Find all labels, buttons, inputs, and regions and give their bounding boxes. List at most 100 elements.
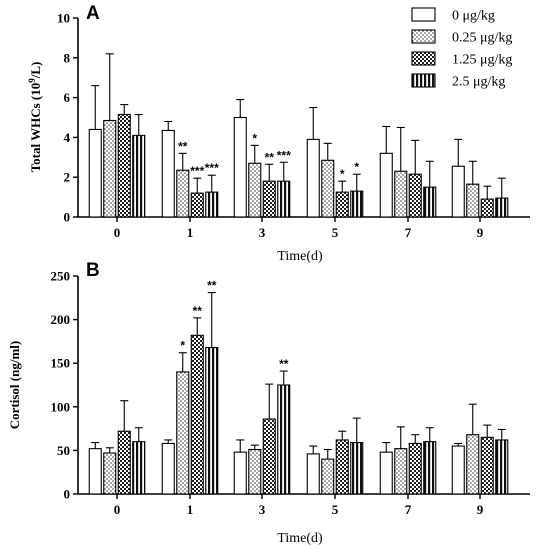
x-ticks-b: 0 1 3 5 7 9 [114,494,484,517]
bar-b-s0-c3 [306,453,320,495]
x-tick-label-b-3: 5 [332,502,339,517]
bar-group-b-s2-c1: ** [190,304,204,495]
bar-b-s2-c4 [408,442,422,495]
bar-b-s2-c3 [335,439,349,495]
bar-a-s1-c0 [103,119,117,218]
significance-a-s1-c1: ** [178,139,188,153]
bar-a-s1-c3 [321,159,335,218]
x-tick-label-a-3: 5 [332,225,339,240]
bar-group-a-s2-c2: ** [262,150,276,218]
bar-a-s2-c1 [190,192,204,218]
y-tick-label-a-5: 10 [57,11,70,26]
bar-group-a-s3-c0 [132,113,146,218]
y-axis-title-a-sup: 9 [27,78,37,83]
bar-a-s0-c4 [379,152,393,218]
y-tick-label-b-5: 250 [51,269,71,284]
bar-group-a-s0-c2 [233,99,247,218]
bar-group-b-s0-c1 [161,439,175,495]
y-tick-label-a-1: 2 [64,170,71,185]
significance-b-s2-c1: ** [193,304,203,318]
bar-group-a-s2-c5 [480,185,494,218]
bar-group-b-s0-c5 [451,442,465,495]
bar-a-s3-c5 [495,197,509,218]
bar-a-s1-c4 [394,170,408,218]
bars-a: **************** [88,53,509,218]
y-tick-label-b-2: 100 [51,399,71,414]
panel-label-a: A [86,3,100,24]
bar-a-s2-c3 [335,191,349,218]
bar-group-b-s0-c4 [379,442,393,495]
y-tick-label-a-0: 0 [64,210,71,225]
panel-label-b: B [86,260,100,281]
bar-group-b-s3-c4 [423,427,437,495]
y-axis-title-a-tail: /L) [28,62,43,80]
x-tick-label-a-2: 3 [259,225,266,240]
bar-b-s3-c5 [495,439,509,495]
bar-a-s0-c0 [88,128,102,218]
bar-group-b-s0-c0 [88,442,102,495]
bar-group-a-s3-c5 [495,177,509,218]
bar-b-s1-c1 [176,371,190,495]
bar-group-b-s1-c0 [103,447,117,495]
bar-group-b-s1-c2 [248,444,262,495]
legend-swatch-3 [411,73,436,88]
bar-b-s2-c5 [480,436,494,495]
y-ticks-a: 0 2 4 6 8 10 [57,11,78,225]
significance-a-s1-c2: * [252,131,257,145]
bar-group-a-s2-c4 [408,139,422,218]
bar-b-s0-c1 [161,442,175,495]
bar-b-s2-c0 [117,430,131,495]
bar-a-s2-c0 [117,113,131,218]
bar-group-a-s2-c3: * [335,167,349,218]
bar-b-s1-c4 [394,448,408,495]
x-tick-label-a-5: 9 [477,225,484,240]
bar-group-a-s1-c3 [321,142,335,218]
bar-group-a-s0-c0 [88,85,102,218]
bar-a-s1-c5 [466,183,480,218]
y-tick-label-b-3: 150 [51,356,71,371]
x-tick-label-b-5: 9 [477,502,484,517]
bar-a-s0-c3 [306,138,320,218]
bar-group-a-s3-c1: *** [205,161,219,218]
bar-b-s3-c0 [132,441,146,495]
bar-a-s3-c2 [277,180,291,218]
legend-swatch-0 [411,7,436,22]
bar-group-a-s3-c4 [423,160,437,218]
bar-b-s1-c2 [248,448,262,495]
bar-group-b-s1-c4 [394,426,408,495]
y-axis-title-a-main: Total WHCs (10 [28,83,43,173]
bar-b-s0-c2 [233,451,247,495]
legend: 0 μg/kg 0.25 μg/kg 1.25 μg/kg 2.5 μg/kg [411,7,512,90]
bar-group-a-s0-c5 [451,138,465,218]
significance-a-s2-c2: ** [265,150,275,164]
bar-group-a-s0-c1 [161,120,175,218]
bar-a-s2-c4 [408,173,422,218]
y-tick-label-a-3: 6 [64,90,71,105]
significance-a-s3-c2: *** [277,148,291,162]
significance-b-s3-c2: ** [279,357,289,371]
bar-a-s0-c2 [233,116,247,218]
y-axis-title-b: Cortisol (ng/ml) [7,341,22,429]
bar-group-a-s1-c5 [466,160,480,218]
y-tick-label-b-1: 50 [57,443,70,458]
significance-b-s3-c1: ** [207,279,217,293]
x-tick-label-a-0: 0 [114,225,121,240]
bar-group-a-s0-c3 [306,107,320,218]
bar-b-s2-c1 [190,334,204,495]
bar-a-s0-c5 [451,165,465,218]
bar-group-b-s2-c5 [480,424,494,495]
bar-b-s3-c2 [277,384,291,495]
bar-group-b-s2-c2 [262,383,276,495]
y-tick-label-a-2: 4 [64,130,71,145]
significance-a-s2-c1: *** [190,164,204,178]
bar-group-a-s3-c2: *** [277,148,291,218]
y-ticks-b: 0 50 100 150 200 250 [51,269,78,502]
y-tick-label-b-4: 200 [51,312,71,327]
bar-b-s3-c4 [423,441,437,495]
bar-a-s3-c4 [423,186,437,218]
bar-group-b-s2-c3 [335,430,349,495]
x-tick-label-b-0: 0 [114,502,121,517]
